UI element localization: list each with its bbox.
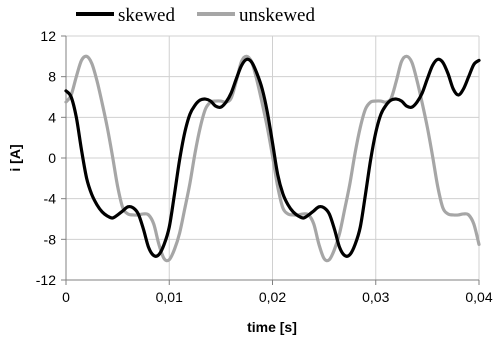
y-tick-label: 8 [48,69,56,85]
y-axis-label: i [A] [7,144,23,171]
series-lines [64,54,481,263]
y-tick-label: 0 [48,150,56,166]
legend-label-unskewed: unskewed [239,5,315,26]
legend: skewed unskewed [76,5,315,26]
series-line-skewed [64,57,481,258]
x-tick-label: 0,01 [156,289,183,305]
y-tick-label: 12 [40,28,56,44]
y-tick-label: -12 [36,272,56,288]
y-tick-label: -4 [44,191,57,207]
x-tick-label: 0 [62,289,70,305]
axes [61,35,480,285]
tick-labels: 0 0,01 0,02 0,03 0,04 -12 -8 -4 0 4 8 12 [36,28,493,305]
x-tick-label: 0,02 [259,289,286,305]
x-axis-label: time [s] [247,319,297,335]
series-line-unskewed [64,54,481,263]
x-tick-label: 0,03 [362,289,389,305]
y-tick-label: 4 [48,109,56,125]
legend-label-skewed: skewed [118,5,175,26]
x-tick-label: 0,04 [465,289,492,305]
y-tick-label: -8 [44,231,57,247]
